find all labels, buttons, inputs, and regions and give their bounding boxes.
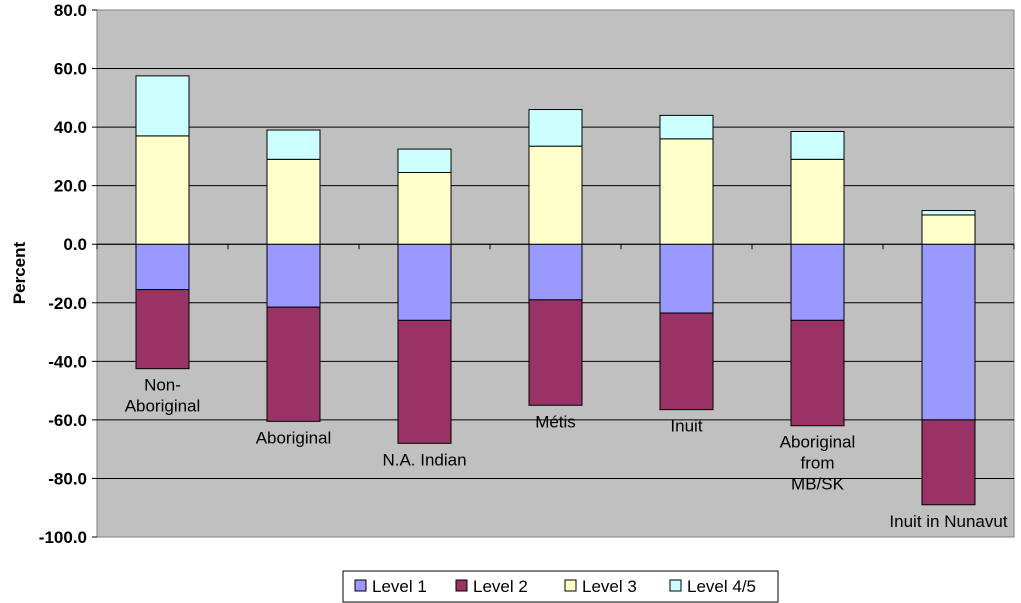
legend-swatch-level-4-5 xyxy=(669,579,682,592)
bar-level-2 xyxy=(135,289,190,370)
bar-level-1 xyxy=(135,243,190,291)
bar-level-4-5 xyxy=(135,75,190,137)
bar-level-4-5 xyxy=(397,148,452,173)
bar-level-3 xyxy=(921,214,976,245)
bar-level-2 xyxy=(397,319,452,444)
bar-level-4-5 xyxy=(659,114,714,140)
bar-level-4-5 xyxy=(790,131,845,160)
bar-level-2 xyxy=(790,319,845,427)
bar-level-1 xyxy=(528,243,583,301)
category-label: Inuit xyxy=(670,417,702,436)
category-label: Aboriginal from MB/SK xyxy=(780,433,856,494)
bar-level-3 xyxy=(397,171,452,245)
bar-level-1 xyxy=(790,243,845,321)
y-tick-labels: 80.0 60.0 40.0 20.0 0.0 -20.0 -40.0 -60.0 -80.0 -… xyxy=(39,1,87,547)
legend-label-level-2: Level 2 xyxy=(473,577,528,596)
bar-level-4-5 xyxy=(921,210,976,216)
bar-level-3 xyxy=(528,145,583,245)
category-label: Inuit in Nunavut xyxy=(889,512,1007,531)
y-tick-label: -80.0 xyxy=(48,469,87,488)
y-tick-label: 20.0 xyxy=(54,177,87,196)
bar-level-2 xyxy=(266,306,321,422)
category-label: Aboriginal xyxy=(256,428,332,447)
category-label: Non-Aboriginal xyxy=(125,376,201,416)
bar-level-1 xyxy=(397,243,452,321)
y-tick-label: 80.0 xyxy=(54,1,87,20)
y-tick-label: 40.0 xyxy=(54,118,87,137)
legend-label-level-3: Level 3 xyxy=(582,577,637,596)
bar-level-2 xyxy=(528,299,583,406)
y-tick-label: -20.0 xyxy=(48,294,87,313)
y-axis-title: Percent xyxy=(10,241,29,304)
legend-label-level-1: Level 1 xyxy=(372,577,427,596)
y-tick-label: 60.0 xyxy=(54,60,87,79)
legend: Level 1 Level 2 Level 3 Level 4/5 xyxy=(342,570,779,603)
bar-level-2 xyxy=(921,419,976,506)
legend-swatch-level-3 xyxy=(564,579,577,592)
bar-level-4-5 xyxy=(266,129,321,160)
y-tick-label: -60.0 xyxy=(48,411,87,430)
category-label: N.A. Indian xyxy=(382,450,466,469)
bar-level-4-5 xyxy=(528,109,583,147)
bar-level-1 xyxy=(659,243,714,314)
y-tick-label: -40.0 xyxy=(48,352,87,371)
legend-swatch-level-2 xyxy=(455,579,468,592)
bar-level-3 xyxy=(790,158,845,245)
y-tick-label: -100.0 xyxy=(39,528,87,547)
category-label: Métis xyxy=(535,412,576,431)
bar-level-2 xyxy=(659,312,714,411)
bar-level-3 xyxy=(659,138,714,245)
legend-box xyxy=(342,570,779,603)
bar-level-3 xyxy=(135,135,190,245)
legend-swatch-level-1 xyxy=(354,579,367,592)
legend-label-level-4-5: Level 4/5 xyxy=(687,577,756,596)
bar-level-1 xyxy=(266,243,321,308)
bar-level-3 xyxy=(266,158,321,245)
bar-level-1 xyxy=(921,243,976,421)
category-labels: Non-Aboriginal Aboriginal N.A. Indian Métis… xyxy=(125,376,1008,531)
y-tick-label: 0.0 xyxy=(63,235,87,254)
bars xyxy=(135,75,976,506)
